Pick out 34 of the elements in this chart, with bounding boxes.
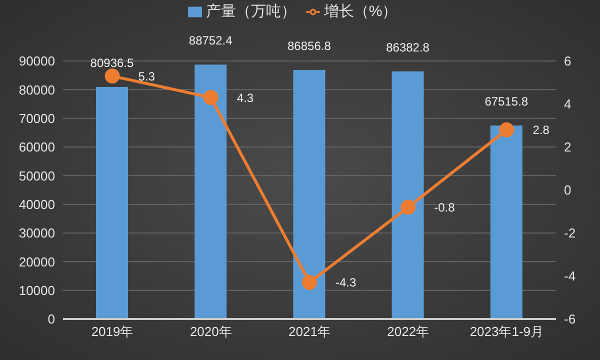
y-tick-label: 30000 <box>18 226 55 241</box>
y-tick-label: 10000 <box>18 282 55 298</box>
legend-label: 增长（%） <box>324 3 398 20</box>
data-label: -0.8 <box>434 200 456 214</box>
x-tick-label: 2020年 <box>190 324 232 340</box>
data-label: 5.3 <box>138 69 156 84</box>
data-label: 80936.5 <box>90 56 134 70</box>
x-tick-label: 2021年 <box>288 324 330 340</box>
data-label: 67515.8 <box>484 94 528 108</box>
y2-tick-label: -4 <box>564 268 576 284</box>
data-label: 4.3 <box>236 90 254 105</box>
x-tick-label: 2019年 <box>91 324 134 340</box>
x-tick-label: 2023年1-9月 <box>470 324 544 340</box>
y2-tick-label: 0 <box>564 182 572 198</box>
data-label: -4.3 <box>336 276 357 290</box>
y-tick-label: 0 <box>48 312 55 327</box>
y-tick-label: 90000 <box>18 54 55 69</box>
y2-tick-label: 4 <box>564 96 572 112</box>
y-tick-label: 50000 <box>18 168 55 184</box>
y-tick-label: 40000 <box>18 196 55 212</box>
y-tick-label: 20000 <box>18 254 55 270</box>
y-tick-label: 70000 <box>18 110 55 126</box>
data-label: 86382.8 <box>386 40 430 54</box>
data-label: 86856.8 <box>288 39 332 54</box>
data-label: 88752.4 <box>188 34 233 48</box>
y2-tick-label: 6 <box>564 54 572 69</box>
data-label: 2.8 <box>532 123 550 138</box>
y-tick-label: 60000 <box>18 140 55 155</box>
x-tick-label: 2022年 <box>387 324 430 340</box>
y2-tick-label: -2 <box>564 226 576 241</box>
legend-label: 产量（万吨） <box>206 3 296 20</box>
y2-tick-label: 2 <box>564 140 572 155</box>
y2-tick-label: -6 <box>564 312 576 327</box>
y-tick-label: 80000 <box>18 82 55 98</box>
